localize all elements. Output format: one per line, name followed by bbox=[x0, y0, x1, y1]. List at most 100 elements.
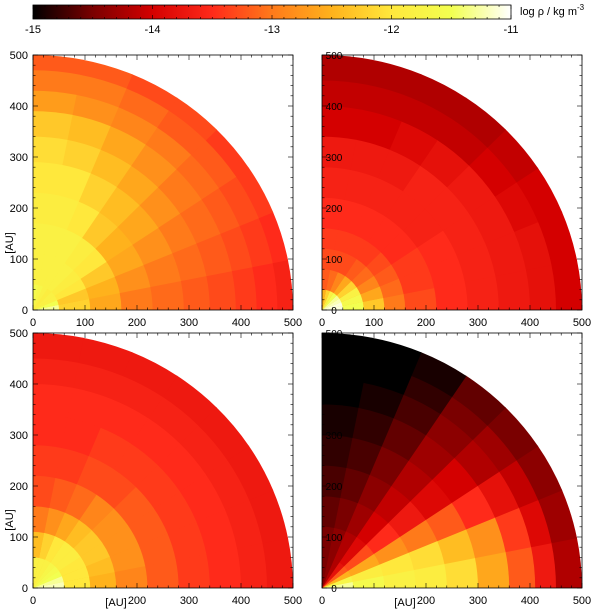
density-cell bbox=[33, 570, 62, 588]
colorbar-tick-label: -15 bbox=[25, 24, 41, 36]
density-cell bbox=[322, 292, 337, 310]
axis-ticks: 00 100 100 200 200 300 300 400 400 500 500 bbox=[319, 51, 591, 329]
x-tick-label: 0 bbox=[319, 595, 325, 607]
y-tick-label: 500 bbox=[10, 328, 28, 340]
y-unit-label-bottom-left: [AU] bbox=[4, 509, 16, 530]
y-tick-label: 0 bbox=[331, 584, 337, 595]
density-cell bbox=[33, 286, 48, 310]
panel-bottom-right: 00 100 200 200 300 300 400 400 500 500 bbox=[319, 329, 591, 607]
panel-frame bbox=[321, 332, 583, 589]
panel-frame bbox=[32, 54, 294, 311]
density-cell bbox=[33, 576, 64, 588]
density-cell bbox=[33, 284, 39, 310]
y-tick-label: 400 bbox=[326, 380, 343, 391]
colorbar-tick-label: -12 bbox=[384, 24, 400, 36]
panel-top-left: 00 100 100 200 200 300 300 400 400 500 500 bbox=[10, 50, 303, 329]
panel-top-right: 00 100 100 200 200 300 300 400 400 500 500 bbox=[319, 51, 591, 329]
x-tick-label: 400 bbox=[521, 595, 539, 607]
density-cell bbox=[322, 570, 351, 588]
density-cell bbox=[33, 566, 59, 588]
density-cell bbox=[322, 295, 340, 310]
x-tick-label: 500 bbox=[284, 317, 302, 329]
density-cell bbox=[322, 557, 334, 588]
y-tick-label: 500 bbox=[10, 50, 28, 62]
x-tick-label: 200 bbox=[417, 317, 435, 329]
density-cell bbox=[33, 295, 58, 310]
x-tick-label: 400 bbox=[232, 317, 250, 329]
y-tick-label: 200 bbox=[10, 481, 28, 493]
y-tick-label: 400 bbox=[326, 102, 343, 113]
panel-frame bbox=[321, 54, 583, 311]
density-map bbox=[33, 333, 293, 588]
y-tick-label: 200 bbox=[326, 204, 343, 215]
y-tick-label: 100 bbox=[326, 533, 343, 544]
density-cell bbox=[33, 300, 59, 310]
x-tick-label: 100 bbox=[76, 317, 94, 329]
y-tick-label: 200 bbox=[326, 482, 343, 493]
y-tick-label: 300 bbox=[326, 153, 343, 164]
density-cell bbox=[322, 576, 353, 588]
colorbar-label: log ρ / kg m-3 bbox=[520, 3, 585, 18]
density-cell bbox=[322, 559, 340, 588]
y-tick-label: 300 bbox=[10, 430, 28, 442]
y-tick-label: 100 bbox=[10, 532, 28, 544]
x-tick-label: 400 bbox=[521, 317, 539, 329]
density-cell bbox=[322, 298, 342, 310]
density-cell bbox=[322, 562, 345, 588]
x-tick-label: 200 bbox=[128, 595, 146, 607]
panel-frame bbox=[32, 332, 294, 589]
density-cell bbox=[322, 302, 343, 310]
axis-ticks: 00 100 200 200 300 300 400 400 500 500 bbox=[319, 329, 591, 607]
x-unit-label-bottom-left: [AU] bbox=[105, 597, 126, 609]
y-tick-label: 400 bbox=[10, 101, 28, 113]
x-tick-label: 300 bbox=[180, 595, 198, 607]
y-tick-label: 0 bbox=[22, 305, 28, 317]
density-cell bbox=[33, 562, 56, 588]
density-cell bbox=[33, 291, 55, 310]
y-tick-label: 400 bbox=[10, 379, 28, 391]
density-cell bbox=[33, 284, 43, 310]
y-tick-label: 0 bbox=[331, 306, 337, 317]
density-cell bbox=[33, 559, 51, 588]
x-tick-label: 0 bbox=[30, 595, 36, 607]
y-tick-label: 100 bbox=[326, 255, 343, 266]
density-cell bbox=[33, 557, 45, 588]
x-tick-label: 300 bbox=[180, 317, 198, 329]
density-cell bbox=[322, 566, 348, 588]
density-cell bbox=[322, 291, 334, 310]
x-tick-label: 200 bbox=[128, 317, 146, 329]
panels: 0010010020020030030040040050050000100100… bbox=[10, 50, 592, 607]
y-tick-label: 300 bbox=[10, 152, 28, 164]
x-unit-label-bottom-right: [AU] bbox=[394, 597, 415, 609]
colorbar-tick-label: -14 bbox=[145, 24, 161, 36]
density-cell bbox=[33, 557, 40, 588]
x-tick-label: 100 bbox=[365, 317, 383, 329]
density-cell bbox=[33, 288, 52, 310]
x-tick-label: 0 bbox=[30, 317, 36, 329]
y-tick-label: 500 bbox=[326, 329, 343, 340]
density-cell bbox=[322, 557, 329, 588]
x-tick-label: 500 bbox=[573, 595, 591, 607]
axis-ticks: 00 100 100 200 200 300 300 400 400 500 500 bbox=[10, 50, 303, 329]
axis-ticks: 00 100 200 200 300 300 400 400 500 500 bbox=[10, 328, 303, 607]
density-cell bbox=[322, 289, 330, 310]
x-tick-label: 300 bbox=[469, 595, 487, 607]
x-tick-label: 0 bbox=[319, 317, 325, 329]
colorbar: -15 -14 -13 -12 -11 log ρ / kg m-3 bbox=[25, 3, 585, 36]
y-tick-label: 300 bbox=[326, 431, 343, 442]
y-tick-label: 0 bbox=[22, 583, 28, 595]
x-tick-label: 500 bbox=[284, 595, 302, 607]
x-tick-label: 400 bbox=[232, 595, 250, 607]
density-map bbox=[322, 333, 582, 588]
y-tick-label: 500 bbox=[326, 51, 343, 62]
x-tick-label: 500 bbox=[573, 317, 591, 329]
colorbar-tick-label: -11 bbox=[503, 24, 518, 36]
x-tick-label: 300 bbox=[469, 317, 487, 329]
x-tick-label: 200 bbox=[417, 595, 435, 607]
y-unit-label-top-left: [AU] bbox=[4, 232, 16, 253]
y-tick-label: 200 bbox=[10, 203, 28, 215]
density-map bbox=[33, 55, 293, 310]
panel-bottom-left: 00 100 200 200 300 300 400 400 500 500 bbox=[10, 328, 303, 607]
y-tick-label: 100 bbox=[10, 254, 28, 266]
